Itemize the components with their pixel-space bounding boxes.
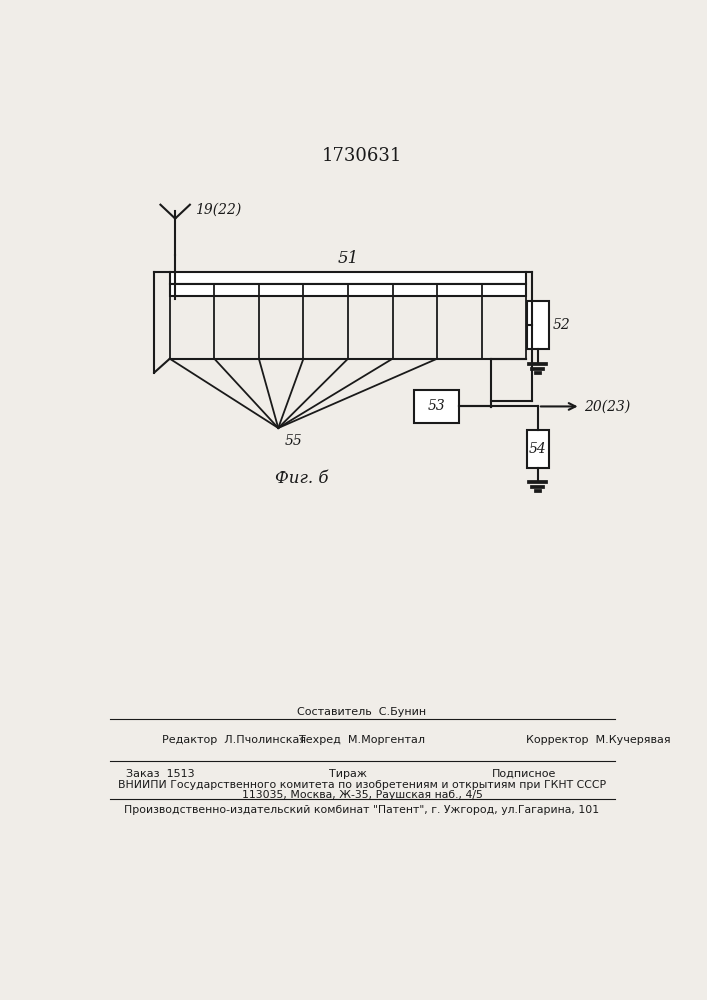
Text: Подписное: Подписное: [491, 769, 556, 779]
Text: Заказ  1513: Заказ 1513: [126, 769, 194, 779]
Text: Составитель  С.Бунин: Составитель С.Бунин: [298, 707, 426, 717]
Text: Тираж: Тираж: [329, 769, 367, 779]
Bar: [170, 272, 526, 284]
Text: ВНИИПИ Государственного комитета по изобретениям и открытиям при ГКНТ СССР: ВНИИПИ Государственного комитета по изоб…: [118, 780, 606, 790]
Text: 52: 52: [553, 318, 571, 332]
Text: 54: 54: [529, 442, 547, 456]
Text: 55: 55: [284, 434, 302, 448]
Text: Редактор  Л.Пчолинская: Редактор Л.Пчолинская: [162, 735, 306, 745]
Text: 53: 53: [428, 399, 445, 413]
Text: 19(22): 19(22): [195, 203, 242, 217]
Bar: [170, 284, 526, 296]
Text: 20(23): 20(23): [583, 399, 630, 413]
Text: Производственно-издательский комбинат "Патент", г. Ужгород, ул.Гагарина, 101: Производственно-издательский комбинат "П…: [124, 805, 600, 815]
Text: Фиг. б: Фиг. б: [275, 470, 328, 487]
Bar: [527, 301, 549, 349]
Bar: [414, 389, 459, 423]
Text: 51: 51: [337, 250, 358, 267]
Text: 1730631: 1730631: [322, 147, 402, 165]
Text: 113035, Москва, Ж-35, Раушская наб., 4/5: 113035, Москва, Ж-35, Раушская наб., 4/5: [242, 790, 482, 800]
Bar: [527, 430, 549, 468]
Text: Техред  М.Моргентал: Техред М.Моргентал: [299, 735, 425, 745]
Text: Корректор  М.Кучерявая: Корректор М.Кучерявая: [526, 735, 671, 745]
